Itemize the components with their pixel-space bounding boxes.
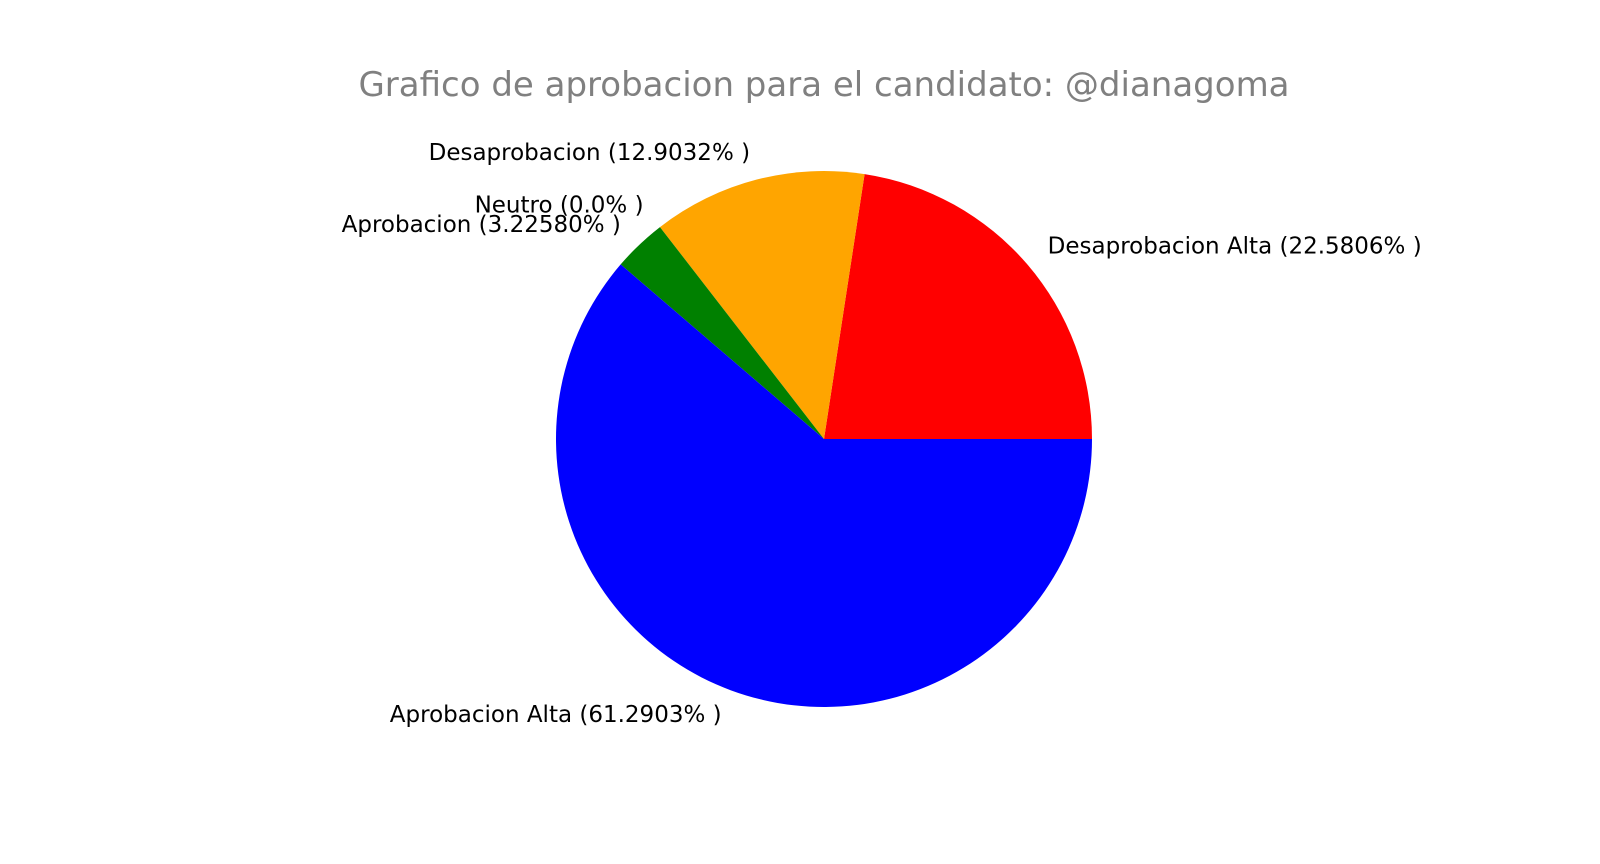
slice-label-neutro: Neutro (0.0% ) <box>475 192 644 218</box>
chart-title: Grafico de aprobacion para el candidato:… <box>358 65 1289 105</box>
slice-label-desaprobacion-alta: Desaprobacion Alta (22.5806% ) <box>1048 233 1422 259</box>
pie-slice-aprobacion-alta <box>556 264 1092 707</box>
pie-slice-aprobacion <box>620 227 824 439</box>
pie-slice-desaprobacion <box>659 171 865 439</box>
slice-label-desaprobacion: Desaprobacion (12.9032% ) <box>429 140 750 166</box>
pie-slice-desaprobacion-alta <box>824 174 1092 439</box>
pie-labels: Desaprobacion Alta (22.5806% ) Desaprobac… <box>342 140 1422 728</box>
slice-label-aprobacion-alta: Aprobacion Alta (61.2903% ) <box>390 702 722 728</box>
slice-label-aprobacion: Aprobacion (3.22580% ) <box>342 212 621 238</box>
pie-slices <box>556 171 1092 707</box>
